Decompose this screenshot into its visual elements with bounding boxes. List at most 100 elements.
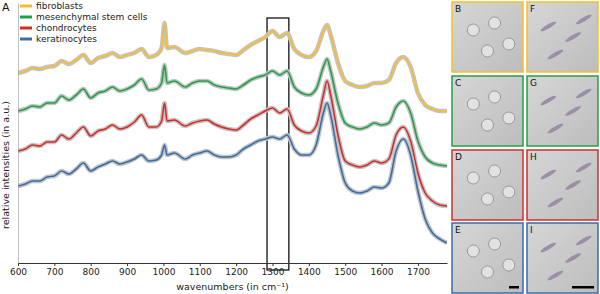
- panel-label: A: [2, 1, 10, 14]
- image-panel-label: D: [455, 152, 462, 162]
- micrograph: [452, 150, 523, 220]
- cell: [575, 161, 593, 173]
- image-panel-label: I: [530, 225, 533, 235]
- x-tick: 1600: [371, 263, 394, 277]
- x-tick-mark: [127, 263, 128, 266]
- image-panel: F: [527, 2, 598, 72]
- image-panel: G: [527, 76, 598, 146]
- legend-swatch: [20, 27, 32, 30]
- x-tick: 1500: [334, 263, 357, 277]
- image-panel: H: [527, 150, 598, 220]
- cell: [489, 17, 501, 29]
- image-panel-label: B: [455, 4, 461, 14]
- cell: [575, 87, 593, 99]
- x-tick: 1200: [225, 263, 248, 277]
- image-panel: D: [452, 150, 523, 220]
- cell: [482, 193, 494, 205]
- image-panel: E: [452, 223, 523, 293]
- cell: [547, 196, 565, 208]
- image-panel: I: [527, 223, 598, 293]
- x-tick: 1700: [407, 263, 430, 277]
- micrograph: [452, 223, 523, 293]
- image-panel-label: C: [455, 78, 461, 88]
- cell: [547, 122, 565, 134]
- cell: [503, 186, 515, 198]
- highlight-box: [267, 18, 289, 270]
- cell: [564, 252, 582, 264]
- x-tick: 1000: [152, 263, 175, 277]
- cell: [564, 179, 582, 191]
- x-tick: 600: [10, 263, 27, 277]
- image-panel: B: [452, 2, 523, 72]
- x-tick-label: 800: [83, 267, 100, 277]
- micrograph: [452, 2, 523, 72]
- cell: [547, 269, 565, 281]
- spectra: [18, 23, 447, 243]
- spectrum-line: [18, 23, 447, 111]
- x-tick-mark: [418, 263, 419, 266]
- x-tick: 800: [83, 263, 100, 277]
- spectrum-band: [18, 59, 447, 166]
- scale-bar: [509, 286, 519, 289]
- cell: [489, 91, 501, 103]
- micrograph: [452, 76, 523, 146]
- legend-swatch: [20, 38, 32, 41]
- x-axis-line: [19, 263, 448, 264]
- cell: [575, 234, 593, 246]
- cell: [489, 238, 501, 250]
- x-axis-title: wavenumbers (in cm⁻¹): [176, 281, 289, 292]
- x-tick-label: 1400: [298, 267, 321, 277]
- cell: [503, 259, 515, 271]
- legend: fibroblastsmesenchymal stem cellschondro…: [20, 1, 148, 44]
- legend-swatch: [20, 5, 32, 8]
- x-tick-label: 1600: [371, 267, 394, 277]
- cell: [540, 94, 558, 106]
- x-tick-label: 1200: [225, 267, 248, 277]
- cell: [564, 105, 582, 117]
- cell: [540, 241, 558, 253]
- x-tick-mark: [54, 263, 55, 266]
- x-tick-mark: [236, 263, 237, 266]
- x-axis: 600 700 800 900 1000 1100 1200 1300 1400 1500 1600…: [10, 263, 448, 277]
- legend-swatch: [20, 16, 32, 19]
- x-tick-label: 900: [119, 267, 136, 277]
- cell: [467, 98, 479, 110]
- cell: [503, 38, 515, 50]
- cell: [482, 266, 494, 278]
- x-tick-label: 1700: [407, 267, 430, 277]
- legend-label: mesenchymal stem cells: [36, 12, 148, 22]
- cell: [482, 119, 494, 131]
- cell: [482, 45, 494, 57]
- cell: [540, 168, 558, 180]
- spectrum-band: [18, 103, 447, 243]
- y-axis-line: [18, 4, 19, 264]
- cell: [540, 20, 558, 32]
- cell: [467, 24, 479, 36]
- x-tick: 700: [46, 263, 63, 277]
- legend-label: keratinocytes: [36, 34, 97, 44]
- x-tick-mark: [345, 263, 346, 266]
- x-tick-mark: [272, 263, 273, 266]
- x-tick-mark: [309, 263, 310, 266]
- image-panel-label: F: [530, 4, 535, 14]
- x-tick-label: 1100: [189, 267, 212, 277]
- y-axis-title: relative intensities (in a.u.): [0, 101, 11, 229]
- cell: [467, 172, 479, 184]
- x-tick-label: 1300: [262, 267, 285, 277]
- x-tick: 900: [119, 263, 136, 277]
- x-tick-mark: [200, 263, 201, 266]
- spectrum-line: [18, 59, 447, 166]
- cell: [489, 165, 501, 177]
- y-axis: [18, 4, 19, 264]
- x-tick-label: 1500: [334, 267, 357, 277]
- x-tick-label: 600: [10, 267, 27, 277]
- x-tick: 1400: [298, 263, 321, 277]
- cell: [503, 112, 515, 124]
- x-tick-mark: [163, 263, 164, 266]
- legend-label: fibroblasts: [36, 1, 83, 11]
- legend-label: chondrocytes: [36, 23, 97, 33]
- x-tick: 1100: [189, 263, 212, 277]
- image-panel-label: G: [530, 78, 537, 88]
- cell: [547, 48, 565, 60]
- x-tick-mark: [382, 263, 383, 266]
